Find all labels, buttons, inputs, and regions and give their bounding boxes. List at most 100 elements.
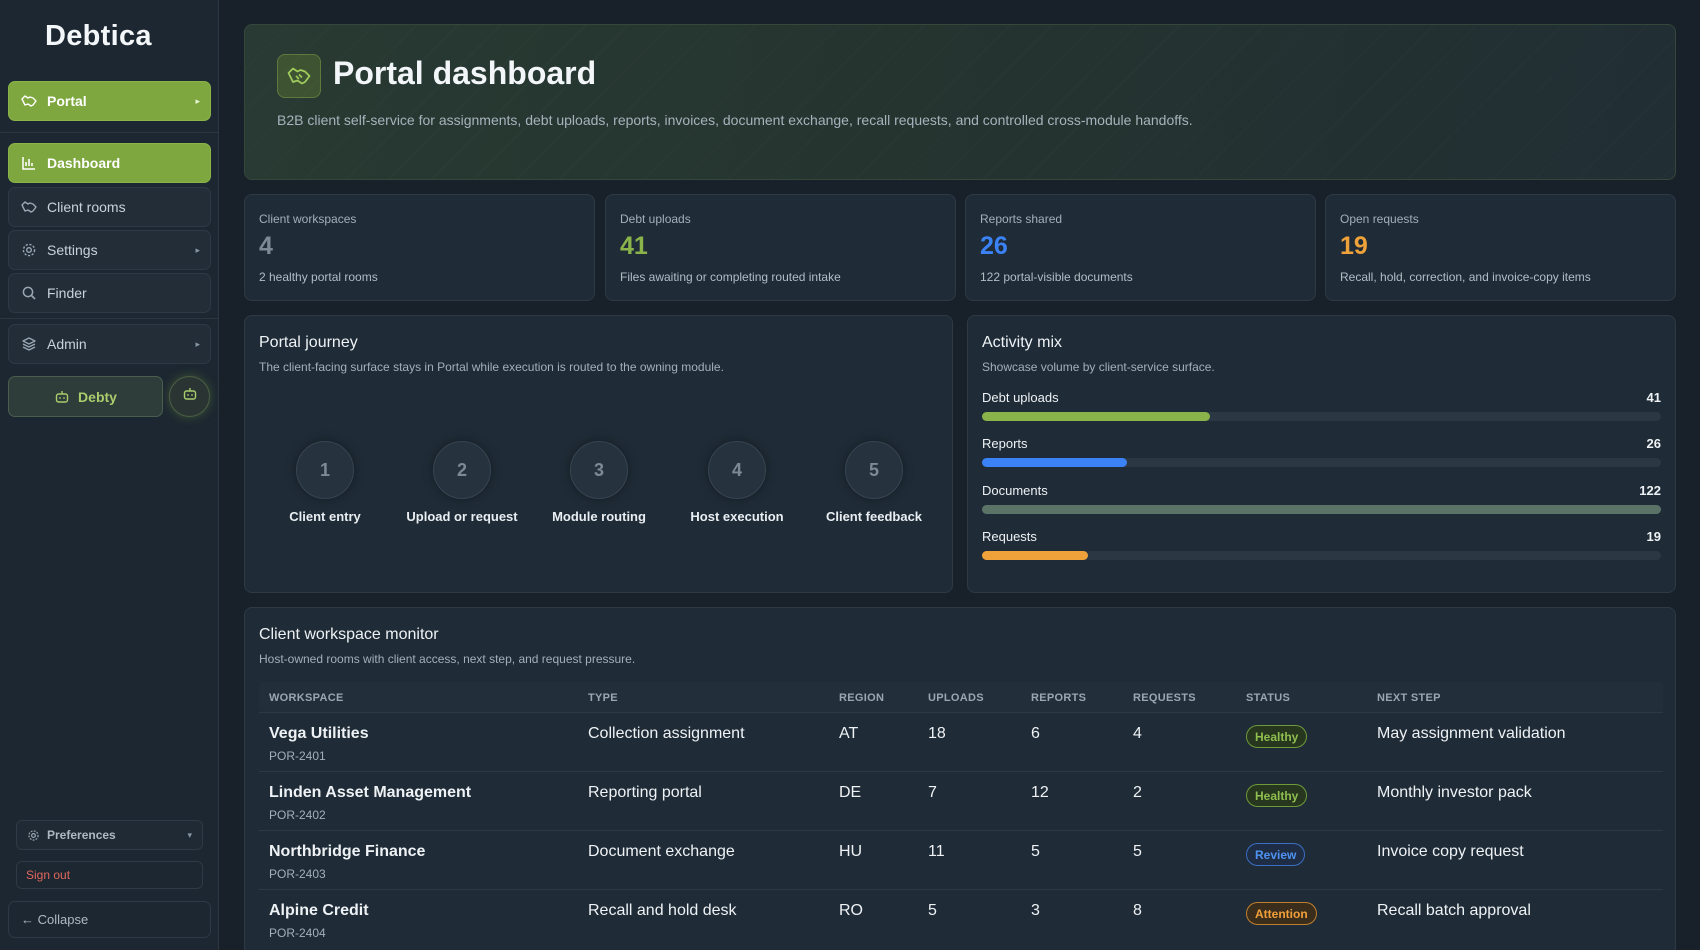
journey-step: 5 Client feedback xyxy=(809,441,939,524)
workspace-code: POR-2402 xyxy=(269,808,326,822)
page-subtitle: B2B client self-service for assignments,… xyxy=(277,112,1193,128)
sidebar-item-dashboard[interactable]: Dashboard xyxy=(8,143,211,183)
column-header[interactable]: NEXT STEP xyxy=(1377,692,1441,704)
module-switcher-portal[interactable]: Portal ▸ xyxy=(8,81,211,121)
workspace-name[interactable]: Northbridge Finance xyxy=(269,843,426,860)
status-badge: Review xyxy=(1246,843,1306,866)
workspace-type: Document exchange xyxy=(588,843,735,860)
journey-step: 1 Client entry xyxy=(260,441,390,524)
journey-step: 2 Upload or request xyxy=(397,441,527,524)
panel-title: Portal journey xyxy=(259,334,358,351)
panel-subtitle: The client-facing surface stays in Porta… xyxy=(259,360,724,374)
stat-value: 26 xyxy=(980,232,1008,260)
sidebar-item-label: Finder xyxy=(47,285,87,301)
step-number: 4 xyxy=(708,441,766,499)
activity-mix-panel: Activity mix Showcase volume by client-s… xyxy=(967,315,1676,593)
stat-subtext: 122 portal-visible documents xyxy=(980,270,1133,284)
robot-icon xyxy=(54,389,70,405)
step-label: Upload or request xyxy=(406,509,518,524)
step-label: Host execution xyxy=(690,509,784,524)
collapse-sidebar-button[interactable]: ← Collapse xyxy=(8,901,211,938)
debty-label: Debty xyxy=(78,388,117,405)
column-header[interactable]: WORKSPACE xyxy=(269,692,344,704)
page-title: Portal dashboard xyxy=(333,55,597,91)
mix-value: 19 xyxy=(1646,529,1661,544)
mix-value: 26 xyxy=(1646,436,1661,451)
stat-value: 19 xyxy=(1340,232,1368,260)
step-number: 1 xyxy=(296,441,354,499)
workspace-reports: 6 xyxy=(1031,725,1040,742)
mix-label: Documents xyxy=(982,483,1048,498)
module-switcher-label: Portal xyxy=(47,93,87,109)
journey-step: 3 Module routing xyxy=(534,441,664,524)
workspace-next-step: May assignment validation xyxy=(1377,725,1566,742)
mix-bar-track xyxy=(982,458,1661,467)
stat-card-open-requests: Open requests 19 Recall, hold, correctio… xyxy=(1325,194,1676,301)
panel-subtitle: Showcase volume by client-service surfac… xyxy=(982,360,1215,374)
column-header[interactable]: REGION xyxy=(839,692,885,704)
portal-journey-panel: Portal journey The client-facing surface… xyxy=(244,315,953,593)
workspace-next-step: Monthly investor pack xyxy=(1377,784,1532,801)
stat-subtext: Recall, hold, correction, and invoice-co… xyxy=(1340,270,1591,284)
chevron-right-icon: ▸ xyxy=(195,338,200,349)
step-number: 2 xyxy=(433,441,491,499)
workspace-type: Recall and hold desk xyxy=(588,902,737,919)
app-logo: Debtica xyxy=(45,20,152,52)
workspace-uploads: 18 xyxy=(928,725,946,742)
step-label: Client entry xyxy=(289,509,361,524)
stat-card-client-workspaces: Client workspaces 4 2 healthy portal roo… xyxy=(244,194,595,301)
workspace-code: POR-2403 xyxy=(269,867,326,881)
gear-icon xyxy=(27,829,40,842)
handshake-icon xyxy=(277,54,321,98)
workspace-region: RO xyxy=(839,902,863,919)
workspace-code: POR-2404 xyxy=(269,926,326,940)
workspace-table: WORKSPACE TYPE REGION UPLOADS REPORTS RE… xyxy=(259,682,1663,948)
workspace-uploads: 5 xyxy=(928,902,937,919)
chevron-down-icon: ▾ xyxy=(187,829,192,840)
robot-icon xyxy=(182,386,198,407)
mix-label: Reports xyxy=(982,436,1028,451)
preferences-button[interactable]: Preferences ▾ xyxy=(16,820,203,850)
column-header[interactable]: REQUESTS xyxy=(1133,692,1196,704)
column-header[interactable]: UPLOADS xyxy=(928,692,984,704)
table-row[interactable]: Linden Asset Management POR-2402 Reporti… xyxy=(259,771,1663,830)
sidebar-item-settings[interactable]: Settings ▸ xyxy=(8,230,211,270)
sidebar-item-label: Settings xyxy=(47,242,98,258)
stat-card-debt-uploads: Debt uploads 41 Files awaiting or comple… xyxy=(605,194,956,301)
workspace-next-step: Invoice copy request xyxy=(1377,843,1524,860)
search-icon xyxy=(21,285,37,301)
table-row[interactable]: Northbridge Finance POR-2403 Document ex… xyxy=(259,830,1663,889)
divider xyxy=(0,318,219,319)
workspace-name[interactable]: Linden Asset Management xyxy=(269,784,472,801)
sign-out-button[interactable]: Sign out xyxy=(16,861,203,889)
workspace-region: DE xyxy=(839,784,862,801)
handshake-icon xyxy=(21,93,37,109)
gear-icon xyxy=(21,242,37,258)
column-header[interactable]: STATUS xyxy=(1246,692,1291,704)
stat-subtext: Files awaiting or completing routed inta… xyxy=(620,270,841,284)
table-row[interactable]: Alpine Credit POR-2404 Recall and hold d… xyxy=(259,889,1663,948)
mix-label: Requests xyxy=(982,529,1037,544)
step-number: 5 xyxy=(845,441,903,499)
column-header[interactable]: REPORTS xyxy=(1031,692,1087,704)
debty-assistant-button[interactable]: Debty xyxy=(8,376,163,417)
mix-bar-fill xyxy=(982,505,1661,514)
workspace-name[interactable]: Alpine Credit xyxy=(269,902,369,919)
workspace-reports: 12 xyxy=(1031,784,1049,801)
workspace-uploads: 7 xyxy=(928,784,937,801)
stat-card-reports-shared: Reports shared 26 122 portal-visible doc… xyxy=(965,194,1316,301)
bar-chart-icon xyxy=(21,155,37,171)
mix-bar-track xyxy=(982,412,1661,421)
panel-title: Activity mix xyxy=(982,334,1062,351)
status-badge: Healthy xyxy=(1246,725,1308,748)
sidebar-item-admin[interactable]: Admin ▸ xyxy=(8,324,211,364)
column-header[interactable]: TYPE xyxy=(588,692,618,704)
workspace-reports: 5 xyxy=(1031,843,1040,860)
mix-bar-fill xyxy=(982,412,1211,421)
sidebar-item-finder[interactable]: Finder xyxy=(8,273,211,313)
table-row[interactable]: Vega Utilities POR-2401 Collection assig… xyxy=(259,712,1663,771)
sidebar-item-client-rooms[interactable]: Client rooms xyxy=(8,187,211,227)
stat-label: Reports shared xyxy=(980,212,1063,226)
debty-quick-button[interactable] xyxy=(169,376,210,417)
workspace-name[interactable]: Vega Utilities xyxy=(269,725,369,742)
